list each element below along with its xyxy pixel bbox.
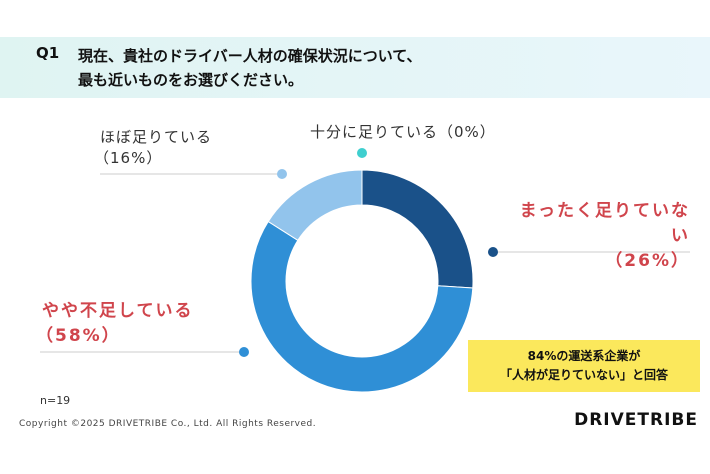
marker-16 [277,169,287,179]
label-mostly-enough: ほぼ足りている （16%） [94,128,213,167]
label-somewhat-short: やや不足している （58%） [36,301,194,346]
copyright: Copyright ©2025 DRIVETRIBE Co., Ltd. All… [19,419,317,429]
marker-0 [357,148,367,158]
question-line-2: 最も近いものをお選びください。 [78,71,304,89]
question-line-1: 現在、貴社のドライバー人材の確保状況について、 [78,47,422,65]
donut-slice-0 [361,169,474,289]
label-fully-enough: 十分に足りている（0%） [310,123,496,141]
question-band [0,37,710,98]
callout-box: 84%の運送系企業が 「人材が足りていない」と回答 [468,340,700,392]
question-number: Q1 [36,44,60,62]
sample-size: n=19 [40,394,71,407]
donut-slice-1 [250,220,474,393]
marker-58 [239,347,249,357]
donut-slice-2 [267,169,363,241]
label-not-at-all: まったく足りていない （26%） [519,201,690,271]
logo: DRIVETRIBE [574,410,698,430]
marker-26 [488,247,498,257]
question-text: 現在、貴社のドライバー人材の確保状況について、 最も近いものをお選びください。 [78,44,422,92]
